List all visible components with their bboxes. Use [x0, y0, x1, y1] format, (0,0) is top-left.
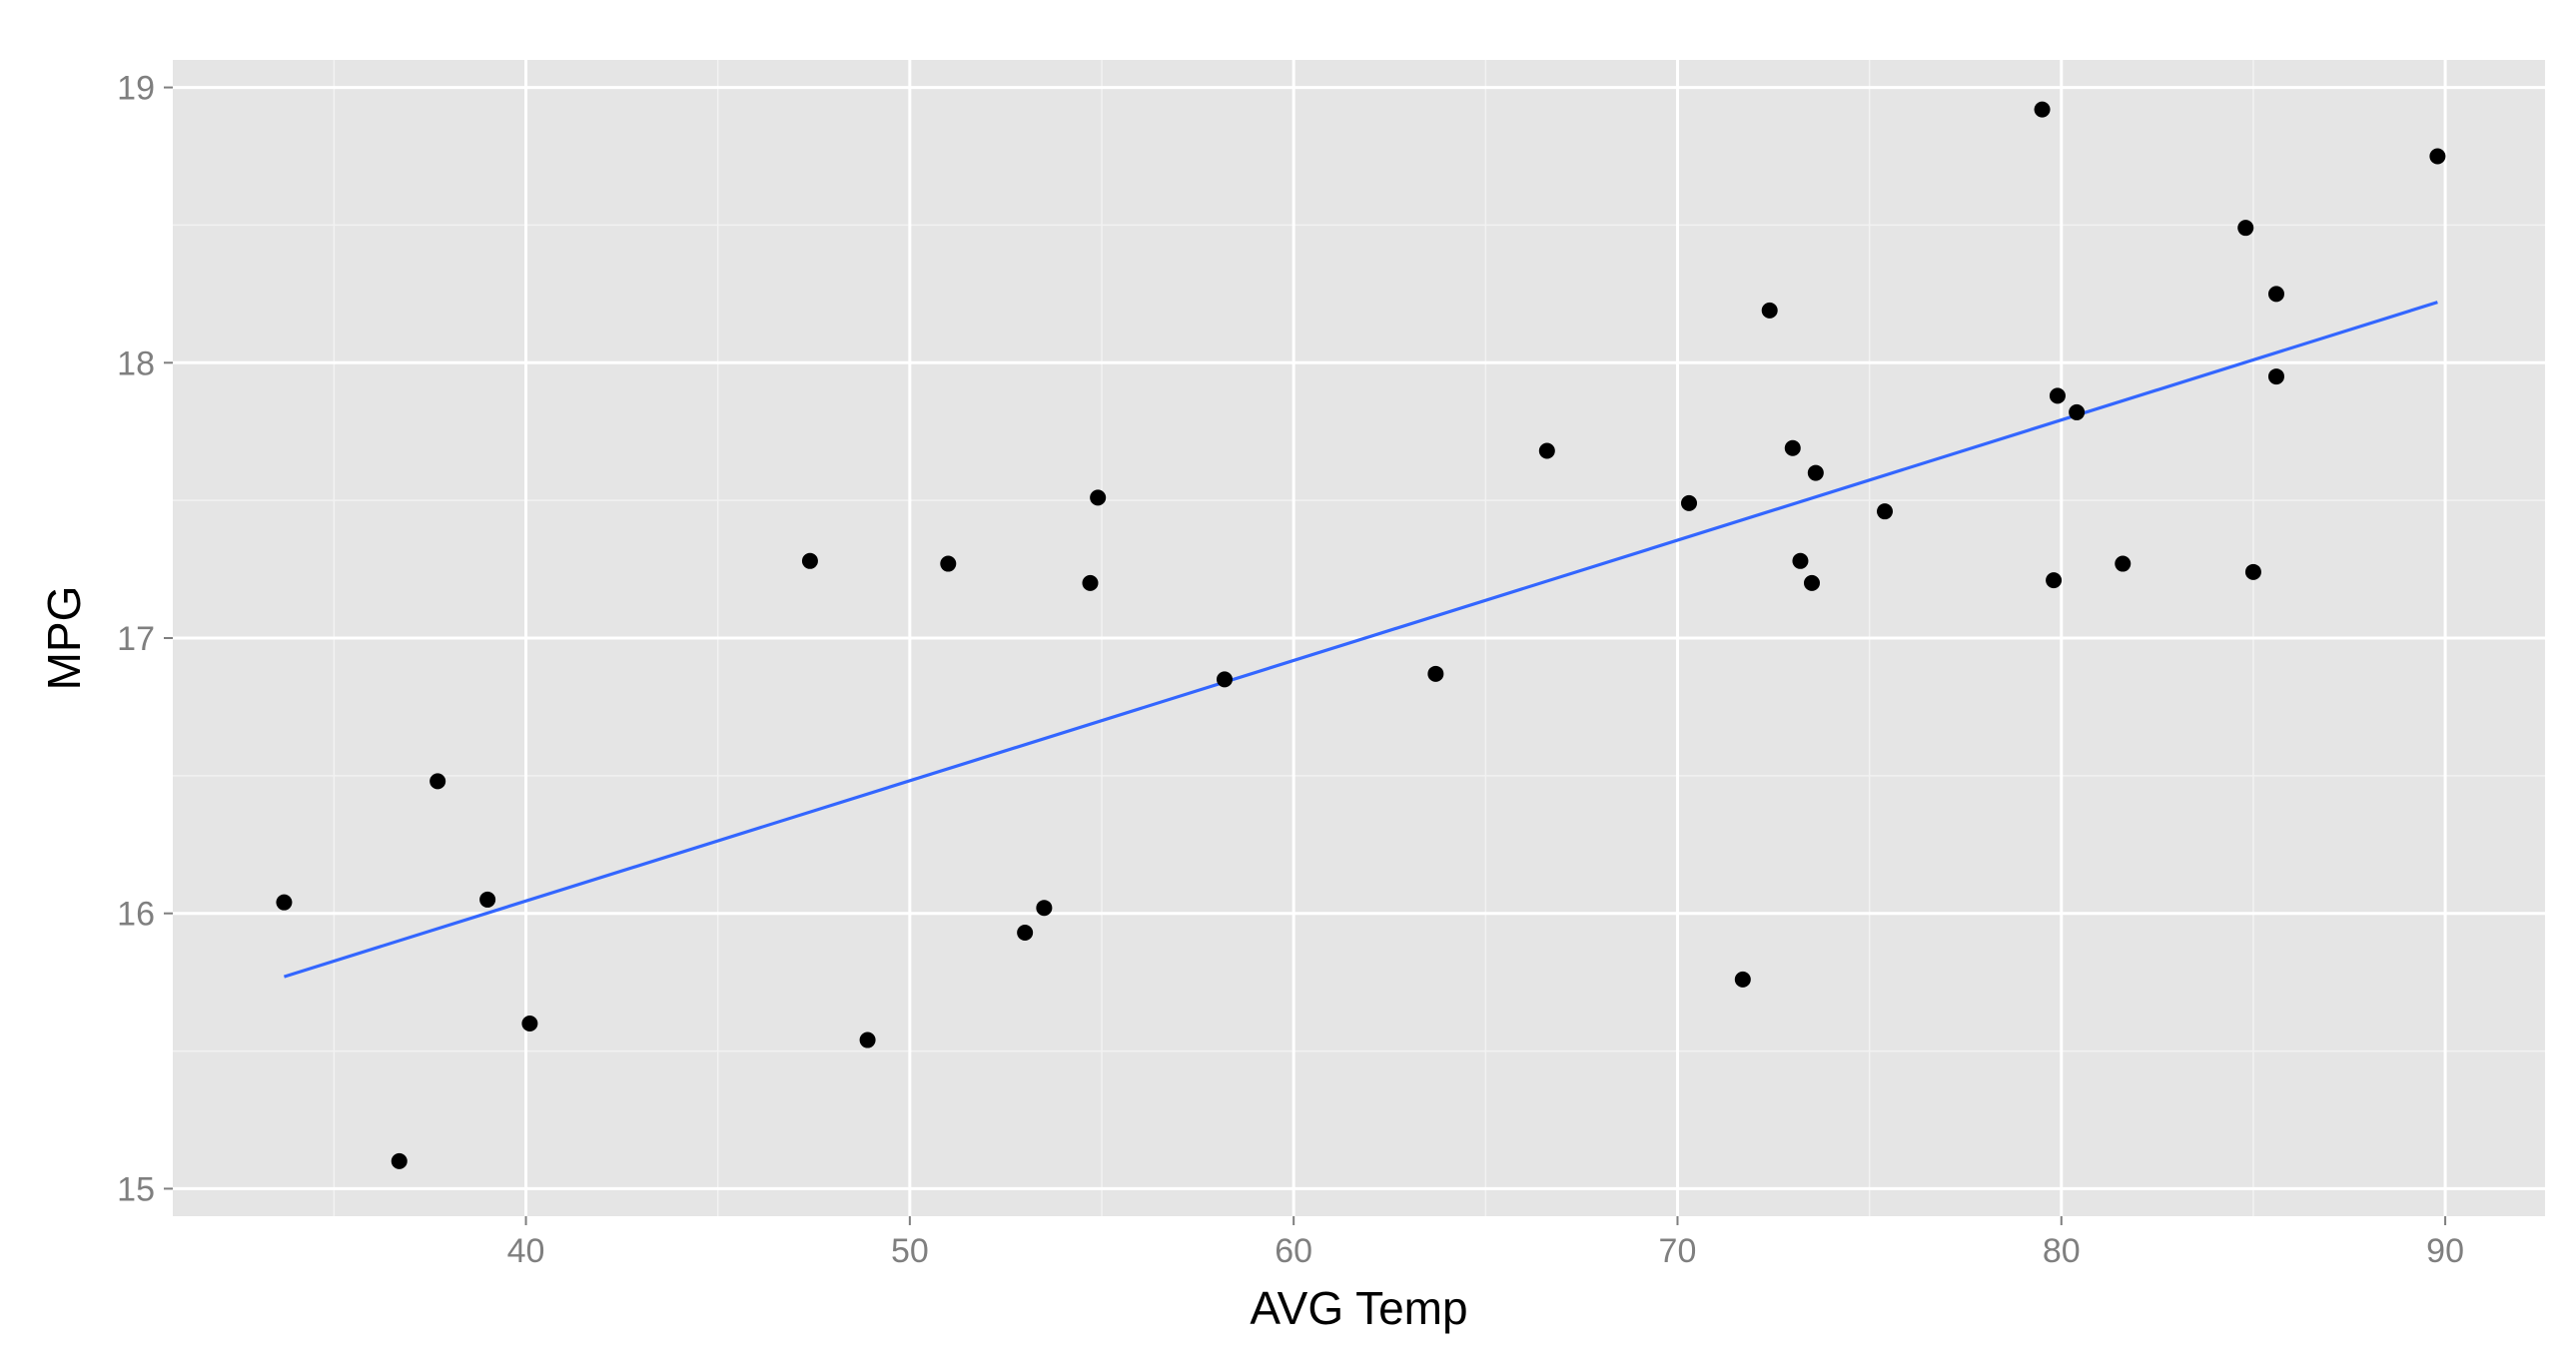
data-point — [2244, 563, 2261, 580]
x-tick-label: 90 — [2426, 1232, 2464, 1270]
y-tick-label: 17 — [117, 620, 155, 658]
data-point — [940, 555, 957, 572]
data-points — [276, 101, 2446, 1169]
y-axis: 15 16 17 18 19 — [117, 70, 173, 1208]
data-point — [1803, 574, 1820, 591]
x-axis-title: AVG Temp — [1250, 1282, 1467, 1334]
data-point — [1876, 503, 1893, 520]
x-tick-label: 80 — [2043, 1232, 2081, 1270]
data-point — [1017, 925, 1034, 942]
data-point — [1681, 494, 1698, 511]
data-point — [801, 552, 818, 569]
x-axis: 40 50 60 70 80 90 — [507, 1216, 2464, 1270]
data-point — [2046, 572, 2063, 589]
data-point — [479, 891, 496, 908]
y-tick-label: 16 — [117, 896, 155, 934]
data-point — [1427, 665, 1444, 682]
data-point — [1090, 489, 1107, 506]
data-point — [1807, 464, 1824, 481]
y-tick-label: 19 — [117, 70, 155, 108]
data-point — [276, 894, 293, 911]
data-point — [2049, 387, 2066, 404]
x-tick-label: 50 — [891, 1232, 929, 1270]
data-point — [1538, 442, 1555, 459]
data-point — [1792, 552, 1809, 569]
y-tick-label: 15 — [117, 1170, 155, 1208]
x-tick-label: 70 — [1659, 1232, 1697, 1270]
data-point — [429, 773, 446, 790]
data-point — [859, 1031, 876, 1048]
data-point — [2267, 286, 2284, 303]
data-point — [1761, 302, 1778, 319]
data-point — [2115, 555, 2132, 572]
y-axis-title: MPG — [38, 586, 90, 691]
data-point — [1036, 900, 1053, 917]
data-point — [2429, 148, 2446, 165]
x-tick-label: 40 — [507, 1232, 545, 1270]
data-point — [2267, 368, 2284, 385]
x-tick-label: 60 — [1275, 1232, 1312, 1270]
data-point — [1734, 971, 1751, 988]
data-point — [391, 1152, 408, 1169]
data-point — [1784, 439, 1801, 456]
data-point — [1216, 671, 1233, 688]
data-point — [521, 1016, 538, 1031]
y-tick-label: 18 — [117, 344, 155, 382]
data-point — [1082, 574, 1099, 591]
data-point — [2237, 220, 2254, 237]
data-point — [2069, 403, 2086, 420]
data-point — [2034, 101, 2051, 118]
